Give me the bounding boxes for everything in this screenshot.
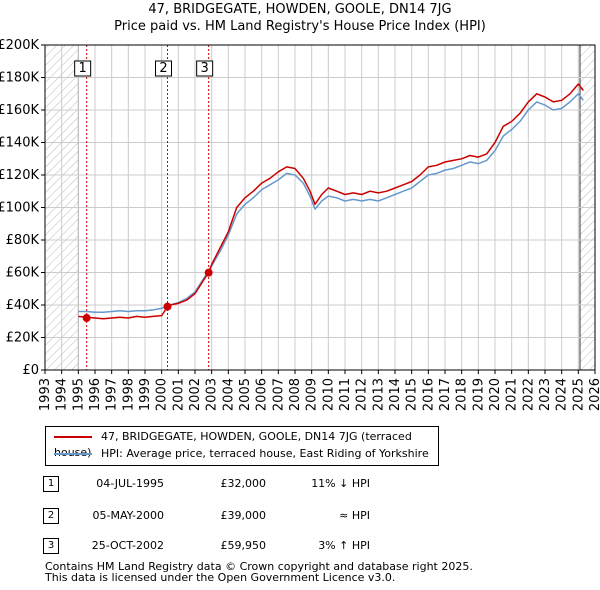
chart-title-line2: Price paid vs. HM Land Registry's House … <box>114 19 486 34</box>
sale-badge-label: 2 <box>159 61 167 76</box>
x-tick-label: 2013 <box>371 378 386 411</box>
x-tick-label: 2009 <box>305 378 320 411</box>
hpi-comparison: 3% ↑ HPI <box>318 539 370 552</box>
sale-price: £59,950 <box>220 539 267 552</box>
sale-badge-box <box>155 60 172 77</box>
sale-date: 05-MAY-2000 <box>92 509 164 522</box>
x-tick-label: 1998 <box>121 378 136 411</box>
x-tick-label: 1995 <box>71 378 86 411</box>
x-tick-label: 1999 <box>138 378 153 411</box>
sale-date: 25-OCT-2002 <box>91 539 164 552</box>
sale-price: £39,000 <box>220 509 267 522</box>
hpi-comparison: 11% ↓ HPI <box>311 477 370 490</box>
x-tick-label: 2014 <box>388 378 403 411</box>
legend-label-property: 47, BRIDGEGATE, HOWDEN, GOOLE, DN14 7JG … <box>54 430 412 459</box>
legend-swatch-property <box>54 436 92 438</box>
legend-swatch-hpi <box>54 453 92 455</box>
sale-badge-label: 3 <box>201 61 209 76</box>
x-tick-label: 2010 <box>321 378 336 411</box>
table-row: 3 25-OCT-2002 £59,950 3% ↑ HPI <box>0 538 600 554</box>
x-tick-label: 2023 <box>538 378 553 411</box>
x-tick-label: 2025 <box>571 378 586 411</box>
x-tick-label: 2019 <box>471 378 486 411</box>
sale-point <box>204 268 213 277</box>
y-tick-label: £160K <box>0 103 39 118</box>
row-number-badge: 1 <box>43 476 59 492</box>
x-tick-label: 2026 <box>588 378 600 411</box>
y-tick-label: £40K <box>6 298 40 313</box>
legend-label-hpi: HPI: Average price, terraced house, East… <box>101 447 429 460</box>
y-tick-label: £180K <box>0 71 39 86</box>
x-tick-label: 2017 <box>438 378 453 411</box>
row-number-badge: 2 <box>43 508 59 524</box>
sale-badge-label: 1 <box>79 61 87 76</box>
property-price-line <box>78 83 584 320</box>
sale-point <box>82 314 91 322</box>
hpi-comparison: ≈ HPI <box>339 509 370 522</box>
x-tick-label: 2007 <box>271 378 286 411</box>
y-tick-label: £20K <box>6 331 40 346</box>
x-tick-label: 2000 <box>155 378 170 411</box>
x-tick-label: 2020 <box>488 378 503 411</box>
y-tick-label: £0 <box>22 363 39 378</box>
x-tick-label: 2016 <box>421 378 436 411</box>
x-tick-label: 1997 <box>105 378 120 411</box>
sale-price: £32,000 <box>220 477 267 490</box>
x-tick-label: 2022 <box>521 378 536 411</box>
y-tick-label: £200K <box>0 38 39 53</box>
x-tick-label: 1993 <box>38 378 53 411</box>
x-tick-label: 1994 <box>55 378 70 411</box>
x-tick-label: 2018 <box>455 378 470 411</box>
y-tick-label: £60K <box>6 266 40 281</box>
y-tick-label: £80K <box>6 233 40 248</box>
footer-copyright: Contains HM Land Registry data © Crown c… <box>45 560 473 573</box>
hpi-line <box>78 93 584 314</box>
x-tick-label: 1996 <box>88 378 103 411</box>
x-tick-label: 2003 <box>205 378 220 411</box>
sale-badge-box <box>74 60 92 77</box>
sale-date: 04-JUL-1995 <box>96 477 164 490</box>
x-tick-label: 2002 <box>188 378 203 411</box>
y-tick-label: £120K <box>0 168 39 183</box>
row-number-badge: 3 <box>43 538 59 554</box>
x-tick-label: 2004 <box>221 378 236 411</box>
x-tick-label: 2015 <box>405 378 420 411</box>
sale-badge-box <box>196 60 214 77</box>
y-tick-label: £140K <box>0 136 39 151</box>
footer-attribution: Contains HM Land Registry data © Crown c… <box>45 561 473 583</box>
legend-item-hpi: HPI: Average price, terraced house, East… <box>54 446 429 462</box>
x-tick-label: 2008 <box>288 378 303 411</box>
chart-title-line1: 47, BRIDGEGATE, HOWDEN, GOOLE, DN14 7JG <box>148 2 452 17</box>
table-row: 1 04-JUL-1995 £32,000 11% ↓ HPI <box>0 476 600 492</box>
x-tick-label: 2011 <box>338 378 353 411</box>
price-chart: 1 2 3 £0 £20K £40K £60K £80K £100K £120K £140K £16… <box>0 38 600 411</box>
y-tick-label: £100K <box>0 201 39 216</box>
legend: 47, BRIDGEGATE, HOWDEN, GOOLE, DN14 7JG … <box>45 426 439 466</box>
footer-licence: This data is licensed under the Open Gov… <box>45 571 396 584</box>
x-tick-label: 2012 <box>355 378 370 411</box>
legend-item-property: 47, BRIDGEGATE, HOWDEN, GOOLE, DN14 7JG … <box>54 429 438 459</box>
x-tick-label: 2021 <box>505 378 520 411</box>
sale-point <box>163 302 172 311</box>
x-tick-label: 2006 <box>255 378 270 411</box>
x-tick-label: 2001 <box>171 378 186 411</box>
x-tick-label: 2005 <box>238 378 253 411</box>
table-row: 2 05-MAY-2000 £39,000 ≈ HPI <box>0 508 600 524</box>
x-tick-label: 2024 <box>555 378 570 411</box>
